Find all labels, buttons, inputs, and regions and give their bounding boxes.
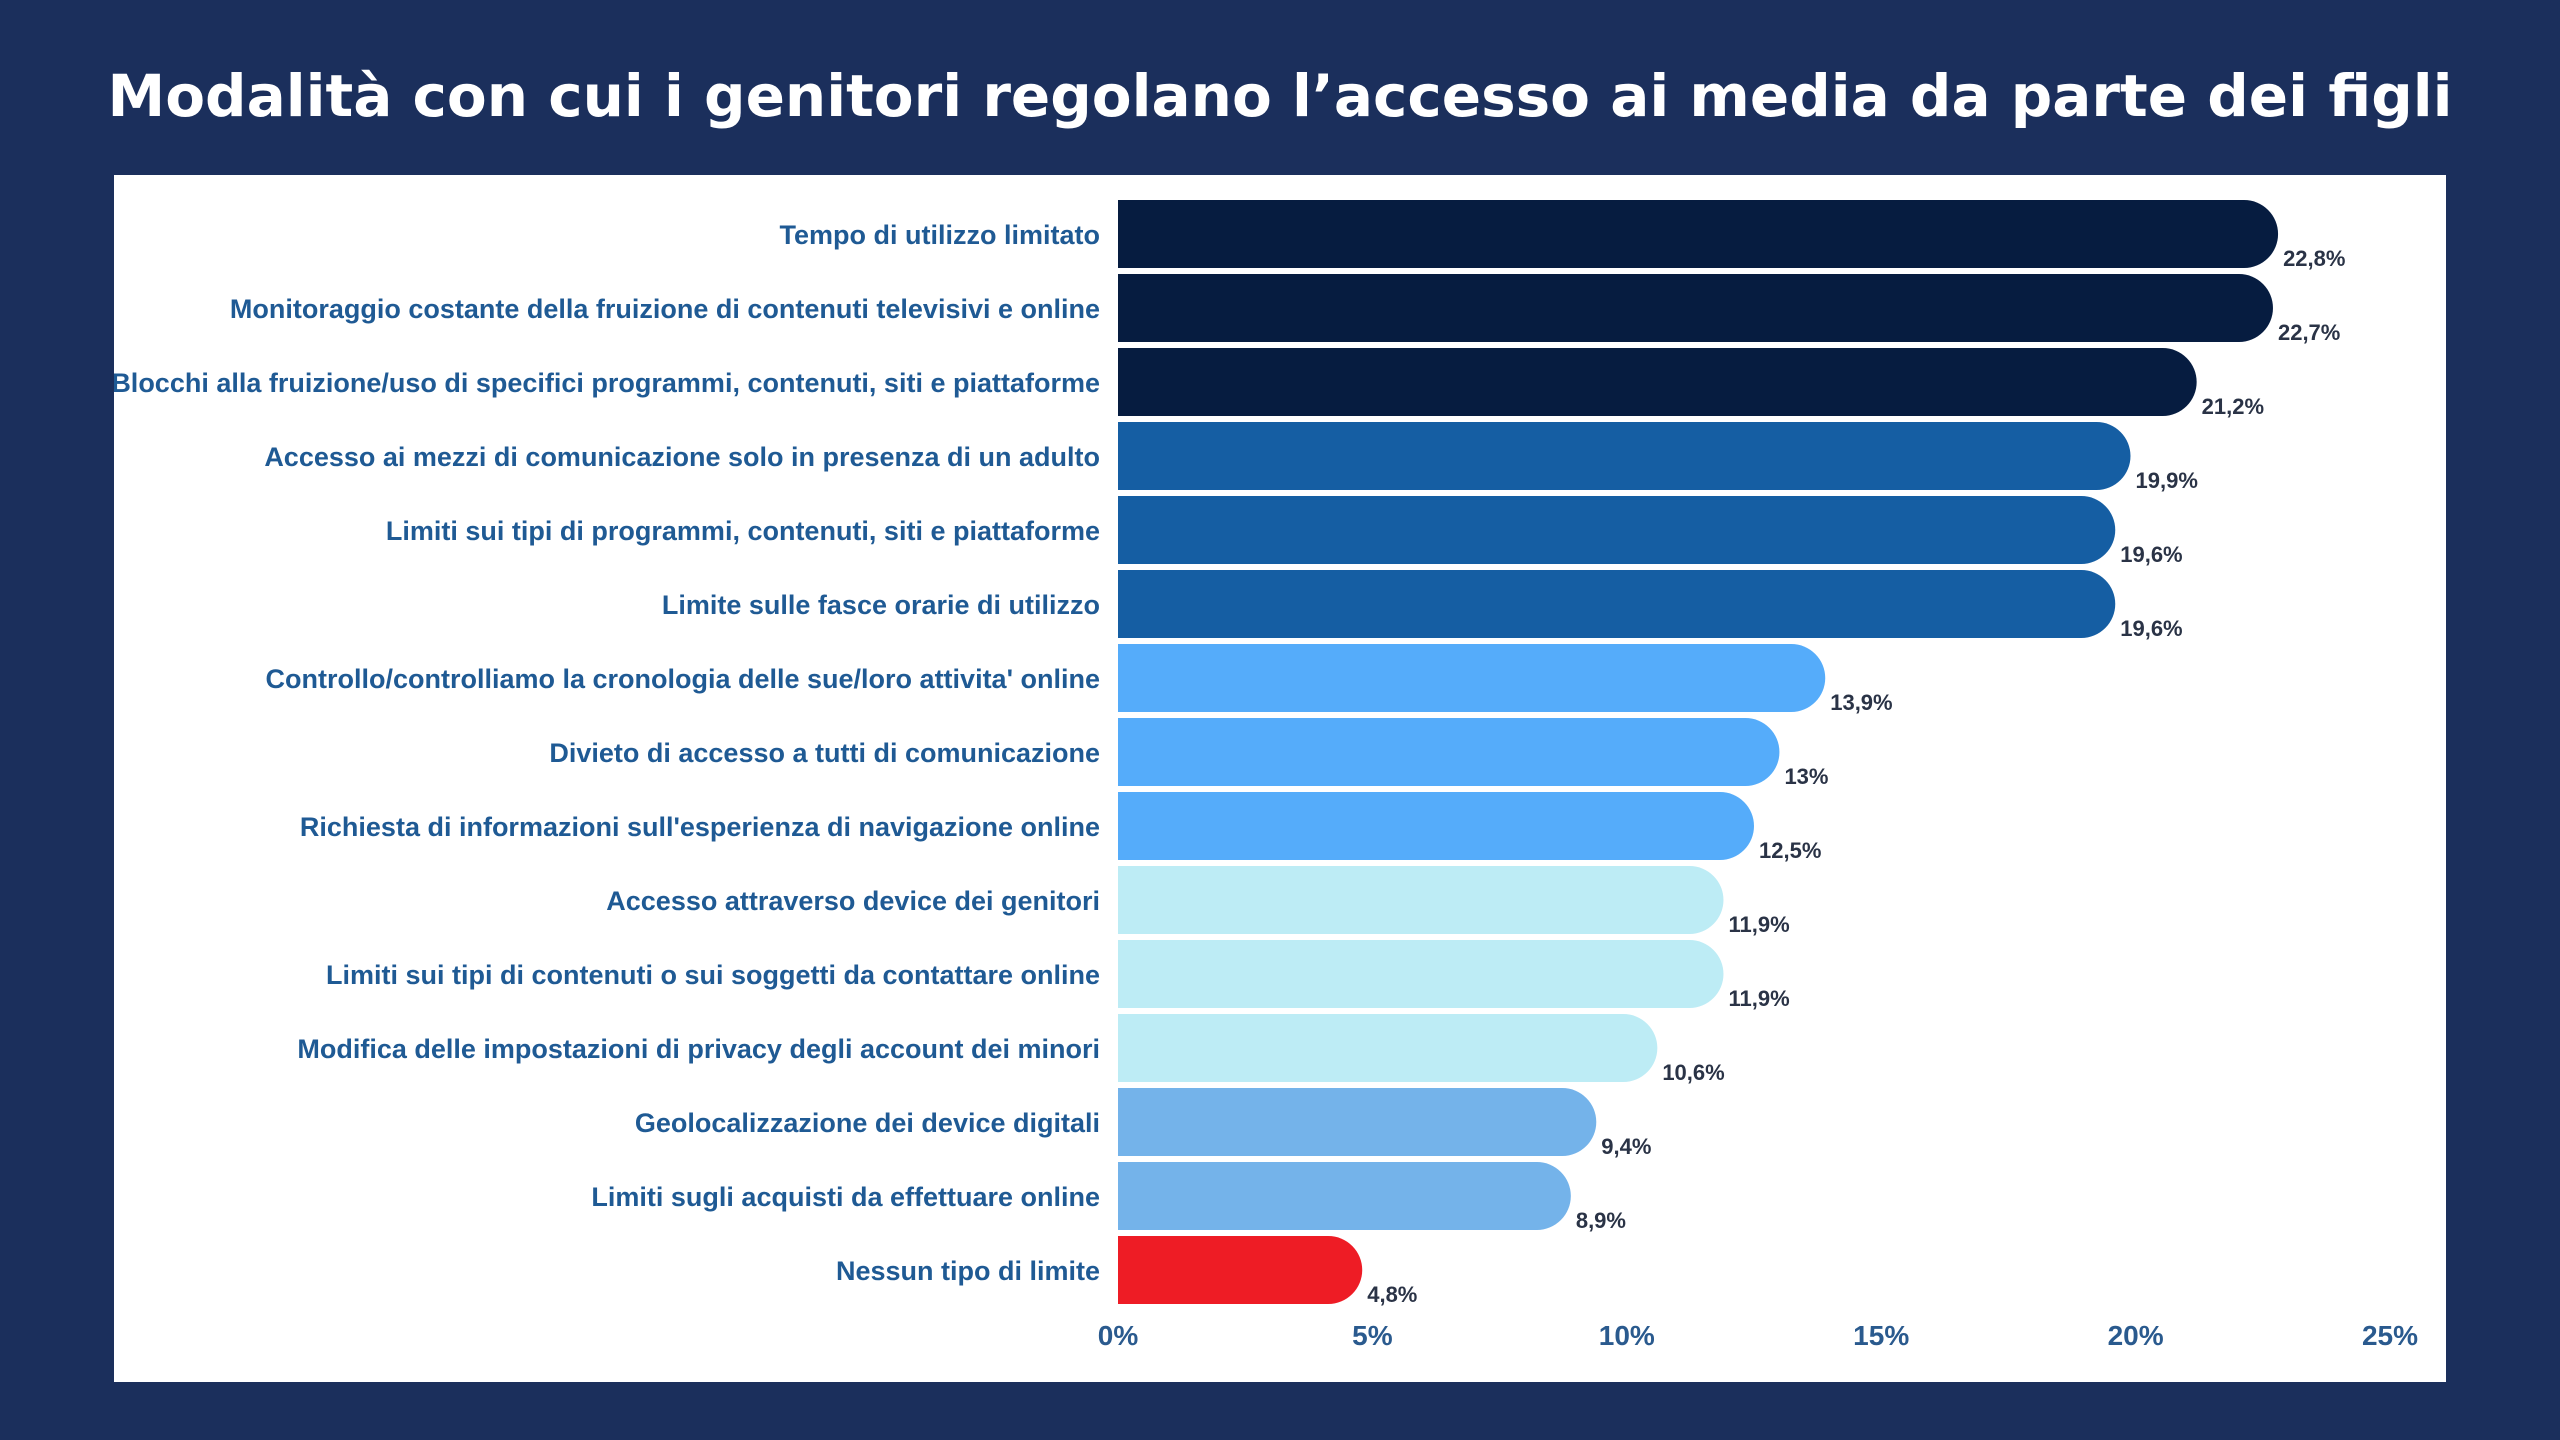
- category-label: Limiti sugli acquisti da effettuare onli…: [591, 1182, 1100, 1212]
- value-label: 19,6%: [2120, 616, 2182, 641]
- category-label: Monitoraggio costante della fruizione di…: [230, 294, 1100, 324]
- chart-panel: Tempo di utilizzo limitato Monitoraggio c…: [114, 175, 2446, 1382]
- x-tick-label: 15%: [1853, 1320, 1909, 1351]
- value-label: 12,5%: [1759, 838, 1821, 863]
- bar: [1118, 792, 1754, 860]
- bar: [1118, 866, 1724, 934]
- bar: [1118, 644, 1826, 712]
- bar: [1118, 1162, 1571, 1230]
- value-label: 11,9%: [1728, 986, 1789, 1011]
- category-label: Nessun tipo di limite: [836, 1256, 1100, 1286]
- bar: [1118, 274, 2273, 342]
- category-label: Controllo/controlliamo la cronologia del…: [265, 664, 1100, 694]
- category-labels: Tempo di utilizzo limitato Monitoraggio c…: [114, 220, 1100, 1286]
- chart-title: Modalità con cui i genitori regolano l’a…: [107, 62, 2453, 130]
- bar: [1118, 1236, 1363, 1304]
- category-label: Modifica delle impostazioni di privacy d…: [297, 1034, 1100, 1064]
- value-label: 9,4%: [1601, 1134, 1651, 1159]
- value-label: 8,9%: [1576, 1208, 1626, 1233]
- value-label: 22,7%: [2278, 320, 2340, 345]
- category-label: Richiesta di informazioni sull'esperienz…: [300, 812, 1100, 842]
- x-tick-label: 25%: [2362, 1320, 2418, 1351]
- value-label: 11,9%: [1728, 912, 1789, 937]
- category-label: Blocchi alla fruizione/uso di specifici …: [114, 368, 1100, 398]
- bar: [1118, 1014, 1658, 1082]
- bars-group: [1118, 200, 2279, 1304]
- category-label: Accesso attraverso device dei genitori: [606, 886, 1100, 916]
- bar: [1118, 1088, 1597, 1156]
- category-label: Limite sulle fasce orarie di utilizzo: [662, 590, 1100, 620]
- bar: [1118, 570, 2116, 638]
- bar: [1118, 422, 2131, 490]
- value-labels: 22,8% 22,7% 21,2% 19,9% 19,6% 19,6% 13,9% 13% 12…: [1367, 246, 2345, 1307]
- bar: [1118, 200, 2279, 268]
- x-tick-label: 0%: [1098, 1320, 1139, 1351]
- value-label: 13%: [1784, 764, 1828, 789]
- bar: [1118, 496, 2116, 564]
- value-label: 10,6%: [1662, 1060, 1724, 1085]
- category-label: Divieto di accesso a tutti di comunicazi…: [549, 738, 1100, 768]
- category-label: Geolocalizzazione dei device digitali: [635, 1108, 1100, 1138]
- category-label: Limiti sui tipi di contenuti o sui sogge…: [326, 960, 1100, 990]
- bar: [1118, 348, 2197, 416]
- value-label: 22,8%: [2283, 246, 2345, 271]
- value-label: 21,2%: [2202, 394, 2264, 419]
- value-label: 19,9%: [2136, 468, 2198, 493]
- bar: [1118, 940, 1724, 1008]
- x-axis-ticks: 0% 5% 10% 15% 20% 25%: [1098, 1320, 2418, 1351]
- value-label: 19,6%: [2120, 542, 2182, 567]
- value-label: 13,9%: [1830, 690, 1892, 715]
- category-label: Limiti sui tipi di programmi, contenuti,…: [386, 516, 1100, 546]
- x-tick-label: 5%: [1352, 1320, 1393, 1351]
- bar: [1118, 718, 1780, 786]
- category-label: Accesso ai mezzi di comunicazione solo i…: [264, 442, 1100, 472]
- x-tick-label: 20%: [2108, 1320, 2164, 1351]
- bar-chart: Tempo di utilizzo limitato Monitoraggio c…: [114, 200, 2418, 1351]
- category-label: Tempo di utilizzo limitato: [780, 220, 1100, 250]
- x-tick-label: 10%: [1599, 1320, 1655, 1351]
- value-label: 4,8%: [1367, 1282, 1417, 1307]
